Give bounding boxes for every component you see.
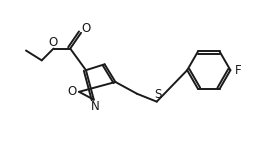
Text: N: N [90,100,99,113]
Text: F: F [235,64,242,77]
Text: S: S [154,88,161,101]
Text: O: O [81,22,90,35]
Text: O: O [67,85,77,98]
Text: O: O [48,36,57,49]
